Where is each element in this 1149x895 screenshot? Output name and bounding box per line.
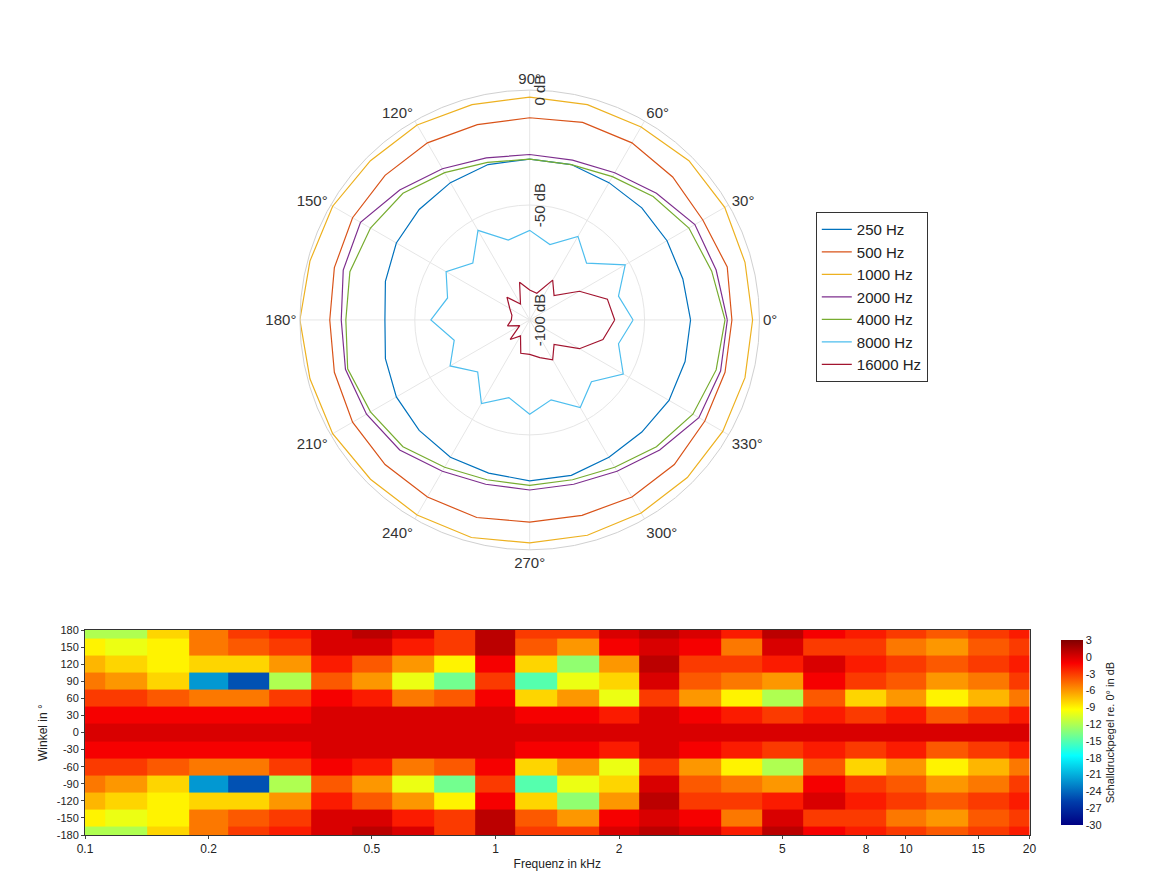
- svg-text:16000 Hz: 16000 Hz: [857, 356, 921, 373]
- svg-text:-180: -180: [57, 829, 79, 841]
- svg-text:-9: -9: [1086, 701, 1096, 713]
- svg-text:-30: -30: [63, 743, 79, 755]
- svg-text:150°: 150°: [297, 192, 328, 209]
- svg-text:1: 1: [492, 842, 499, 856]
- svg-text:180: 180: [60, 624, 78, 636]
- svg-text:180°: 180°: [265, 311, 296, 328]
- svg-text:1000 Hz: 1000 Hz: [857, 266, 913, 283]
- svg-text:4000 Hz: 4000 Hz: [857, 311, 913, 328]
- svg-text:150: 150: [60, 641, 78, 653]
- svg-text:-100 dB: -100 dB: [531, 294, 548, 347]
- svg-text:8000 Hz: 8000 Hz: [857, 334, 913, 351]
- svg-text:-150: -150: [57, 812, 79, 824]
- svg-text:0.1: 0.1: [77, 842, 94, 856]
- svg-text:15: 15: [972, 842, 986, 856]
- svg-text:0.2: 0.2: [200, 842, 217, 856]
- svg-text:0 dB: 0 dB: [531, 75, 548, 106]
- svg-text:120: 120: [60, 658, 78, 670]
- svg-text:240°: 240°: [382, 524, 413, 541]
- svg-text:-15: -15: [1086, 735, 1102, 747]
- svg-text:330°: 330°: [732, 435, 763, 452]
- svg-text:90°: 90°: [518, 70, 541, 87]
- svg-text:2: 2: [616, 842, 623, 856]
- svg-text:-24: -24: [1086, 785, 1102, 797]
- svg-text:-12: -12: [1086, 718, 1102, 730]
- svg-text:0°: 0°: [763, 311, 777, 328]
- svg-text:30: 30: [67, 709, 79, 721]
- svg-text:0: 0: [1086, 651, 1092, 663]
- svg-text:300°: 300°: [646, 524, 677, 541]
- svg-text:-90: -90: [63, 778, 79, 790]
- svg-text:90: 90: [67, 675, 79, 687]
- svg-text:Winkel in °: Winkel in °: [36, 704, 50, 761]
- svg-text:30°: 30°: [732, 192, 755, 209]
- svg-text:8: 8: [863, 842, 870, 856]
- svg-text:Frequenz in kHz: Frequenz in kHz: [514, 857, 601, 871]
- svg-text:-18: -18: [1086, 752, 1102, 764]
- svg-text:0.5: 0.5: [364, 842, 381, 856]
- svg-text:-60: -60: [63, 761, 79, 773]
- svg-text:-120: -120: [57, 795, 79, 807]
- svg-text:60: 60: [67, 692, 79, 704]
- svg-text:10: 10: [899, 842, 913, 856]
- svg-text:Schalldruckpegel re. 0° in dB: Schalldruckpegel re. 0° in dB: [1104, 662, 1116, 803]
- svg-text:-27: -27: [1086, 802, 1102, 814]
- svg-text:3: 3: [1086, 634, 1092, 646]
- svg-text:250 Hz: 250 Hz: [857, 221, 905, 238]
- svg-text:5: 5: [779, 842, 786, 856]
- svg-text:-3: -3: [1086, 668, 1096, 680]
- svg-text:-30: -30: [1086, 819, 1102, 831]
- svg-text:270°: 270°: [514, 554, 545, 571]
- svg-text:210°: 210°: [297, 435, 328, 452]
- svg-text:500 Hz: 500 Hz: [857, 244, 905, 261]
- svg-text:0: 0: [73, 726, 79, 738]
- svg-text:-21: -21: [1086, 768, 1102, 780]
- svg-text:60°: 60°: [646, 104, 669, 121]
- svg-text:20: 20: [1023, 842, 1037, 856]
- svg-text:-50 dB: -50 dB: [531, 183, 548, 227]
- svg-text:-6: -6: [1086, 684, 1096, 696]
- svg-text:120°: 120°: [382, 104, 413, 121]
- svg-text:2000 Hz: 2000 Hz: [857, 289, 913, 306]
